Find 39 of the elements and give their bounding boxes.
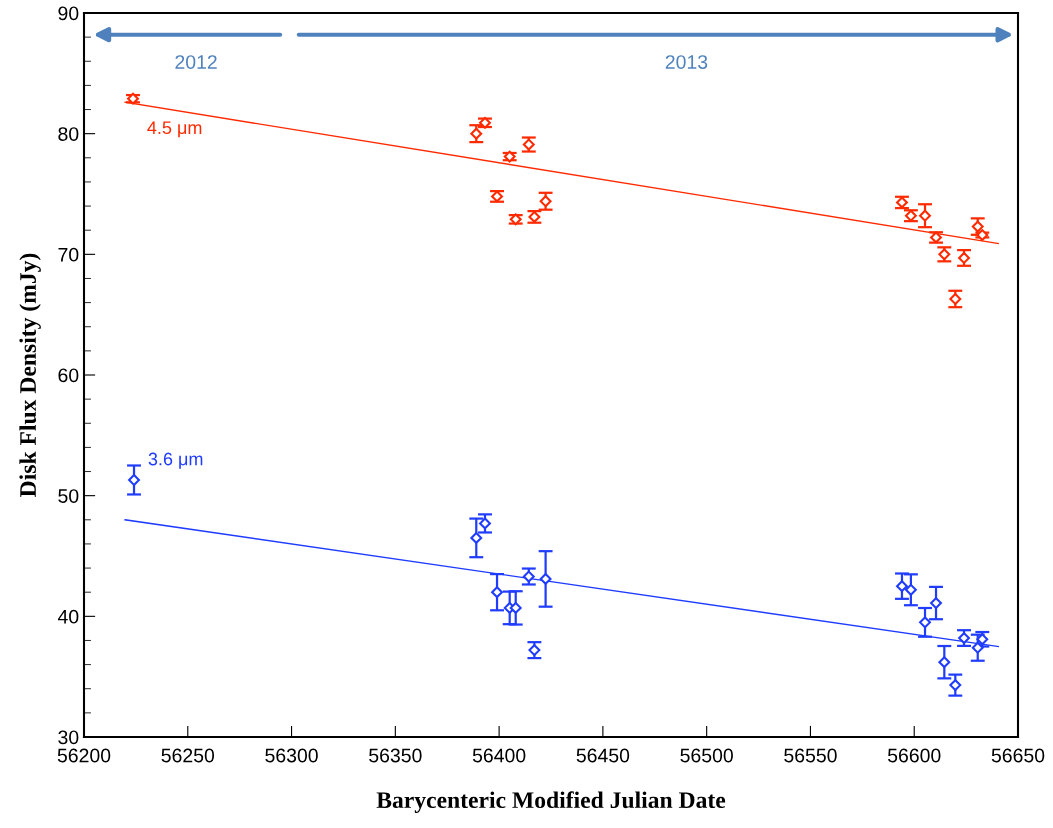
x-tick-label: 56600	[887, 748, 941, 763]
y-tick-label: 80	[58, 127, 79, 141]
y-tick-label: 70	[58, 247, 79, 262]
x-tick-label: 56250	[161, 748, 215, 763]
point	[949, 293, 962, 305]
point	[470, 531, 483, 544]
point	[930, 597, 942, 610]
point	[919, 209, 931, 222]
x-axis-title: Barycenteric Modified Julian Date	[376, 791, 726, 813]
point	[904, 583, 917, 596]
y-tick-label: 60	[58, 368, 79, 383]
annotation: 2012	[175, 55, 217, 69]
point	[958, 632, 970, 644]
series-label: 3.6 μm	[148, 452, 203, 469]
x-tick-label: 56450	[576, 748, 630, 763]
point	[896, 580, 908, 593]
point	[938, 656, 951, 669]
x-tick-label: 56200	[57, 748, 111, 763]
point	[539, 572, 552, 585]
x-tick-label: 56350	[369, 748, 422, 763]
point	[491, 586, 503, 599]
y-tick-label: 50	[58, 489, 79, 503]
y-tick-label: 30	[58, 730, 79, 745]
y-axis-title: Disk Flux Density (mJy)	[19, 253, 41, 497]
point	[509, 601, 522, 614]
y-tick-label: 40	[57, 609, 79, 624]
annotation: 2013	[665, 55, 708, 69]
x-tick-label: 56400	[472, 748, 526, 763]
x-tick-label: 56650	[991, 748, 1045, 763]
point	[949, 679, 962, 692]
series-label: 4.5 μm	[147, 121, 202, 138]
x-tick-label: 56550	[784, 748, 837, 763]
point	[479, 517, 491, 530]
point	[128, 474, 140, 486]
x-tick-label: 56300	[265, 748, 318, 763]
y-tick-label: 90	[58, 6, 79, 21]
x-tick-label: 56500	[680, 748, 733, 763]
point	[919, 616, 931, 629]
point	[971, 641, 984, 654]
